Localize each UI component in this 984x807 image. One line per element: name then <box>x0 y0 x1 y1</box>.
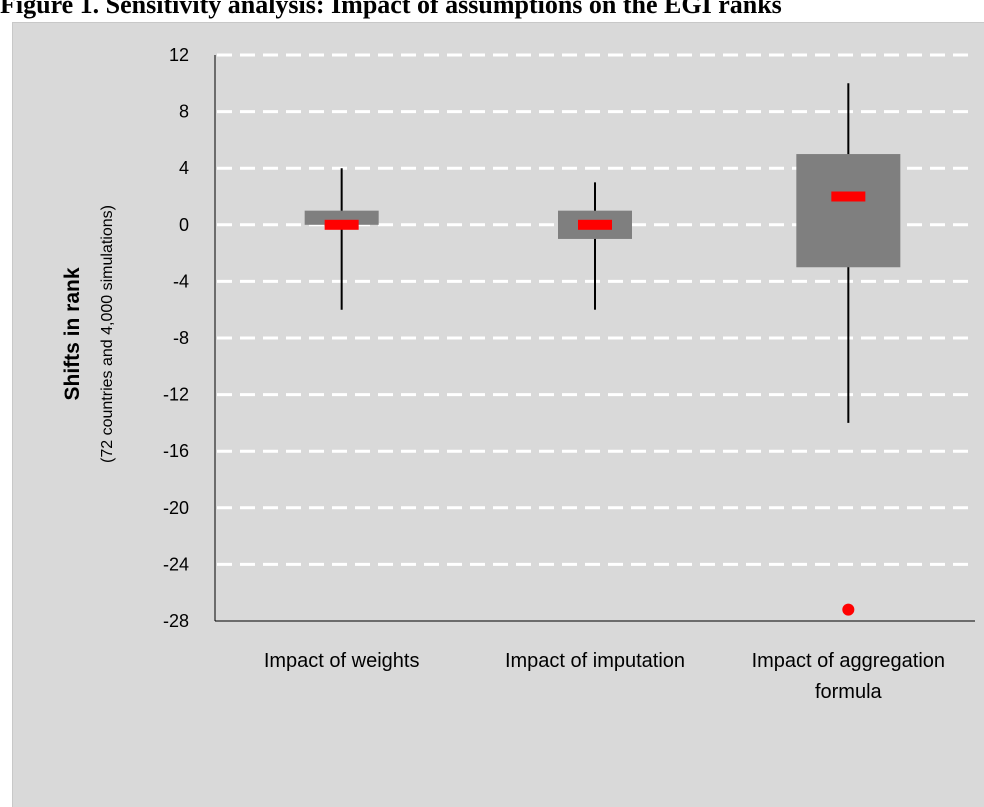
y-tick-label: -24 <box>163 554 189 574</box>
median-marker <box>324 219 359 230</box>
y-tick-label: 0 <box>179 215 189 235</box>
median-marker <box>831 191 866 202</box>
chart-area <box>12 22 984 807</box>
figure-title: Figure 1. Sensitivity analysis: Impact o… <box>0 0 782 19</box>
x-axis-categories: Impact of weights Impact of imputation Imp… <box>264 650 945 703</box>
x-category-label: Impact of weights <box>264 650 420 672</box>
y-tick-label: -16 <box>163 441 189 461</box>
outlier-point <box>842 603 855 616</box>
y-tick-label: 4 <box>179 158 189 178</box>
y-tick-label: -8 <box>173 328 189 348</box>
y-tick-label: -12 <box>163 385 189 405</box>
median-marker <box>578 219 612 230</box>
x-category-label: formula <box>815 681 883 703</box>
x-category-label: Impact of imputation <box>505 650 685 672</box>
y-tick-label: -4 <box>173 271 189 291</box>
y-tick-label: -20 <box>163 498 189 518</box>
box-1 <box>304 168 379 310</box>
iqr-box <box>796 154 901 268</box>
boxes <box>304 83 901 616</box>
box-3 <box>796 83 901 616</box>
y-tick-label: 8 <box>179 102 189 122</box>
iqr-box <box>304 210 379 225</box>
x-category-label: Impact of aggregation <box>752 650 945 672</box>
box-2 <box>558 182 632 310</box>
y-axis-label: Shifts in rank <box>61 267 84 400</box>
y-axis-title: Shifts in rank (72 countries and 4,000 s… <box>61 205 116 463</box>
y-tick-label: -28 <box>163 611 189 631</box>
y-axis-sublabel: (72 countries and 4,000 simulations) <box>99 205 116 463</box>
y-axis-ticks: 12 8 4 0 -4 -8 -12 -16 -20 -24 -28 <box>163 45 189 631</box>
y-tick-label: 12 <box>169 45 189 65</box>
